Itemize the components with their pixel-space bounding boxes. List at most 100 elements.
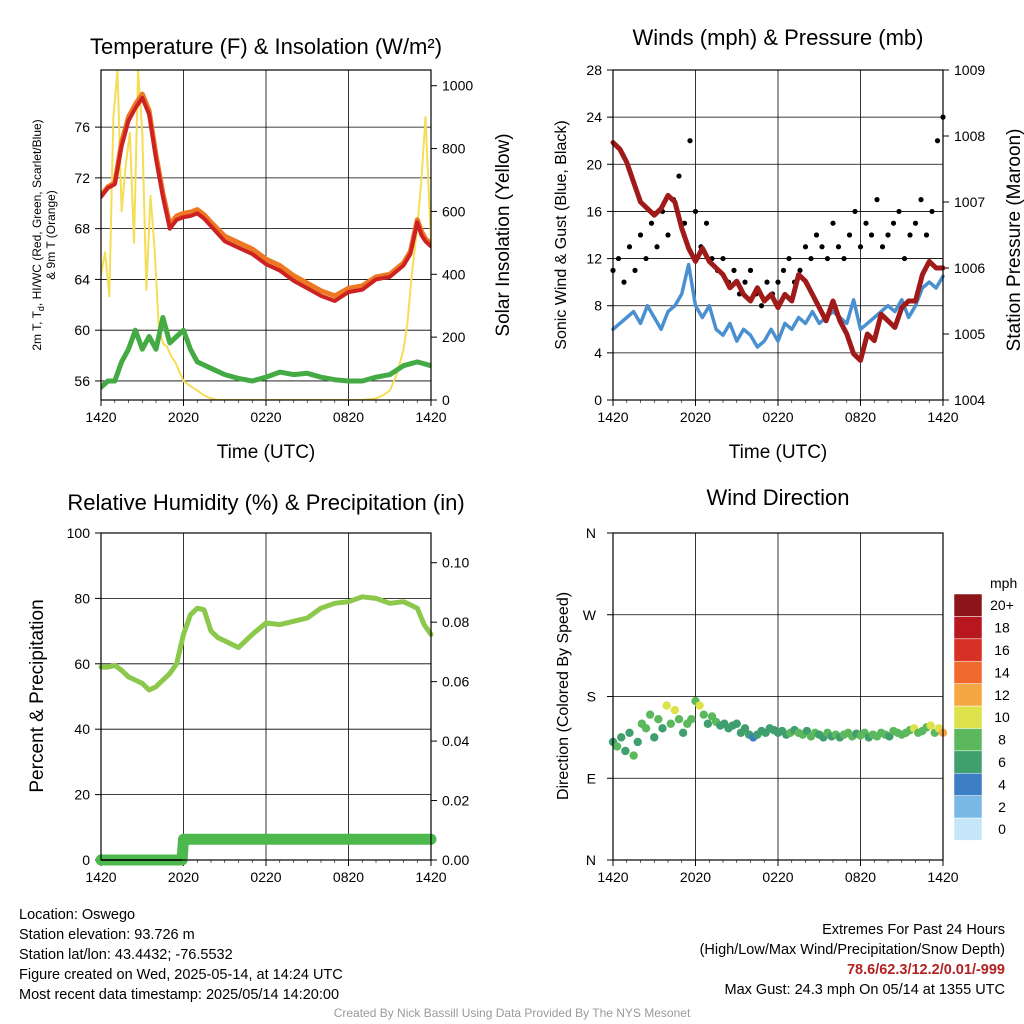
insolation-ytick-label: 0 bbox=[442, 392, 450, 408]
temp-xtick-label: 2020 bbox=[168, 409, 199, 425]
station-elevation: Station elevation: 93.726 m bbox=[19, 927, 195, 943]
precip-ytick-label: 0.06 bbox=[442, 674, 469, 690]
winds-title: Winds (mph) & Pressure (mb) bbox=[633, 25, 924, 50]
temperature-panel: Temperature (F) & Insolation (W/m²) 1420… bbox=[30, 34, 514, 463]
gust-point bbox=[764, 279, 770, 285]
temp-xtick-label: 0820 bbox=[333, 409, 364, 425]
precip-ytick-label: 0.00 bbox=[442, 852, 469, 868]
insolation-ylabel: Solar Insolation (Yellow) bbox=[493, 133, 514, 336]
direction-point bbox=[699, 710, 708, 719]
wind-ytick-label: 8 bbox=[594, 298, 602, 314]
humidity-title: Relative Humidity (%) & Precipitation (i… bbox=[67, 490, 464, 515]
rh-xtick-label: 0220 bbox=[250, 869, 281, 885]
colorbar-label: 2 bbox=[998, 799, 1006, 815]
gust-point bbox=[626, 244, 633, 250]
dewpoint-line bbox=[101, 315, 431, 390]
gust-point bbox=[890, 220, 897, 226]
direction-point bbox=[732, 719, 741, 728]
direction-point bbox=[625, 728, 634, 738]
gust-point bbox=[912, 220, 919, 226]
colorbar-label: 0 bbox=[998, 821, 1006, 837]
precip-ytick-label: 0.04 bbox=[442, 733, 469, 749]
gust-point bbox=[731, 267, 737, 273]
gust-point bbox=[907, 232, 913, 238]
gust-point bbox=[775, 279, 781, 285]
direction-point bbox=[645, 710, 655, 719]
wind-ytick-label: 16 bbox=[586, 203, 602, 219]
gust-point bbox=[742, 279, 748, 285]
direction-point bbox=[678, 728, 688, 738]
wind-ytick-label: 4 bbox=[594, 345, 602, 361]
gust-point bbox=[676, 173, 682, 179]
winds-plot-frame bbox=[612, 69, 944, 401]
rh-ytick-label: 20 bbox=[74, 787, 90, 803]
temp-ytick-label: 68 bbox=[74, 221, 90, 237]
temp-xtick-label: 0220 bbox=[250, 409, 281, 425]
gust-point bbox=[824, 255, 831, 262]
recent-timestamp: Most recent data timestamp: 2025/05/14 1… bbox=[19, 987, 340, 1003]
gust-point bbox=[918, 197, 924, 203]
direction-point bbox=[703, 719, 713, 728]
gust-point bbox=[758, 303, 765, 309]
precip-ytick-label: 0.10 bbox=[442, 555, 469, 571]
colorbar-label: 18 bbox=[994, 620, 1010, 636]
rh-ytick-label: 40 bbox=[74, 721, 90, 737]
rh-xtick-label: 1420 bbox=[85, 869, 116, 885]
direction-point bbox=[629, 751, 638, 760]
extremes-values: 78.6/62.3/12.2/0.01/-999 bbox=[846, 962, 1005, 978]
insolation-line bbox=[101, 70, 431, 400]
gust-point bbox=[637, 232, 644, 238]
gust-point bbox=[747, 267, 754, 273]
station-latlon: Station lat/lon: 43.4432; -76.5532 bbox=[19, 947, 233, 963]
dir-xtick-label: 1420 bbox=[927, 869, 958, 885]
humidity-plot-frame bbox=[100, 532, 432, 861]
pressure-line bbox=[610, 140, 946, 363]
direction-point bbox=[617, 733, 626, 742]
wind-ytick-label: 24 bbox=[586, 109, 602, 125]
pressure-ytick-label: 1009 bbox=[954, 62, 985, 78]
rh-xtick-label: 2020 bbox=[168, 869, 199, 885]
gust-point bbox=[615, 255, 622, 262]
gust-point bbox=[868, 232, 875, 238]
colorbar-swatch bbox=[953, 616, 983, 640]
gust-point bbox=[852, 208, 858, 215]
dir-ytick-label: N bbox=[586, 852, 596, 868]
gust-point bbox=[901, 255, 908, 262]
temperature-ylabel: 2m T, Td, HI/WC (Red, Green, Scarlet/Blu… bbox=[30, 119, 46, 350]
gust-point bbox=[879, 244, 886, 250]
wind-xtick-label: 0820 bbox=[845, 409, 876, 425]
gust-point bbox=[621, 279, 627, 285]
credit-line: Created By Nick Bassill Using Data Provi… bbox=[333, 1006, 691, 1020]
colorbar-label: 14 bbox=[994, 664, 1010, 680]
dir-xtick-label: 0220 bbox=[762, 869, 793, 885]
humidity-line bbox=[98, 594, 434, 693]
rh-ytick-label: 80 bbox=[74, 590, 90, 606]
wind-ytick-label: 28 bbox=[586, 62, 602, 78]
rh-xtick-label: 0820 bbox=[333, 869, 364, 885]
wind-ytick-label: 12 bbox=[586, 251, 602, 267]
temperature-xlabel: Time (UTC) bbox=[217, 442, 316, 463]
temp-series-group bbox=[101, 70, 431, 400]
gust-point bbox=[863, 220, 869, 226]
gust-point bbox=[846, 232, 853, 238]
winds-panel: Winds (mph) & Pressure (mb) 1420 2020 0220… bbox=[553, 25, 1024, 463]
colorbar-swatch bbox=[953, 705, 983, 729]
gust-point bbox=[703, 220, 710, 226]
colorbar-label: 16 bbox=[994, 642, 1010, 658]
pressure-ytick-label: 1004 bbox=[954, 392, 985, 408]
temperature-ylabel-line2: & 9m T (Orange) bbox=[44, 190, 58, 280]
colorbar-swatch bbox=[953, 683, 983, 707]
gust-point bbox=[786, 255, 792, 262]
wind-ytick-label: 0 bbox=[594, 392, 602, 408]
rh-ytick-label: 60 bbox=[74, 656, 90, 672]
colorbar-label: 8 bbox=[998, 732, 1006, 748]
gust-point bbox=[885, 232, 891, 238]
dir-ytick-label: W bbox=[583, 607, 597, 623]
colorbar-label: 10 bbox=[994, 709, 1010, 725]
pressure-ytick-label: 1008 bbox=[954, 128, 985, 144]
rh-xtick-label: 1420 bbox=[415, 869, 446, 885]
wind-xtick-label: 1420 bbox=[597, 409, 628, 425]
wind-xtick-label: 0220 bbox=[762, 409, 793, 425]
insolation-ytick-label: 200 bbox=[442, 329, 466, 345]
direction-point bbox=[687, 715, 696, 724]
